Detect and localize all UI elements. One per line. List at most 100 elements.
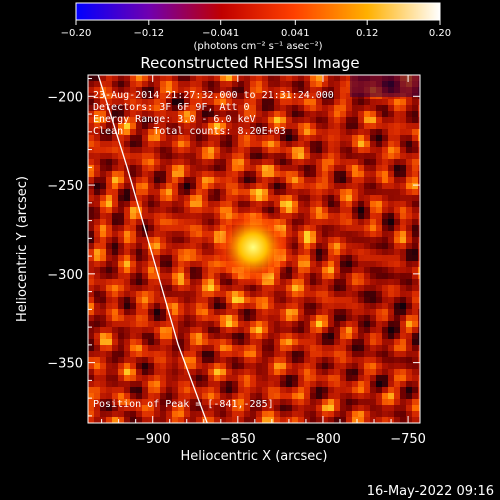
heatmap-cell — [136, 129, 143, 136]
heatmap-cell — [244, 363, 251, 370]
heatmap-cell — [364, 213, 371, 220]
heatmap-cell — [160, 357, 167, 364]
heatmap-cell — [352, 381, 359, 388]
heatmap-cell — [250, 183, 257, 190]
heatmap-cell — [202, 153, 209, 160]
heatmap-cell — [160, 75, 167, 82]
heatmap-cell — [112, 285, 119, 292]
heatmap-cell — [130, 81, 137, 88]
heatmap-cell — [262, 363, 269, 370]
heatmap-cell — [118, 351, 125, 358]
heatmap-cell — [196, 375, 203, 382]
heatmap-cell — [388, 177, 395, 184]
heatmap-cell — [226, 375, 233, 382]
heatmap-cell — [160, 321, 167, 328]
heatmap-cell — [244, 357, 251, 364]
heatmap-cell — [172, 243, 179, 250]
heatmap-cell — [400, 273, 407, 280]
heatmap-cell — [268, 87, 275, 94]
heatmap-cell — [142, 141, 149, 148]
heatmap-cell — [196, 387, 203, 394]
heatmap-cell — [238, 189, 245, 196]
heatmap-cell — [406, 165, 413, 172]
heatmap-cell — [304, 171, 311, 178]
heatmap-cell — [406, 141, 413, 148]
heatmap-cell — [394, 147, 401, 154]
heatmap-cell — [418, 189, 420, 196]
heatmap-cell — [364, 117, 371, 124]
heatmap-cell — [322, 75, 329, 82]
heatmap-cell — [292, 99, 299, 106]
heatmap-cell — [388, 333, 395, 340]
heatmap-cell — [148, 309, 155, 316]
heatmap-cell — [220, 357, 227, 364]
heatmap-cell — [130, 357, 137, 364]
heatmap-cell — [358, 387, 365, 394]
heatmap-cell — [226, 339, 233, 346]
heatmap-cell — [328, 207, 335, 214]
heatmap-cell — [268, 285, 275, 292]
heatmap-cell — [412, 147, 419, 154]
heatmap-cell — [166, 411, 173, 418]
heatmap-cell — [406, 123, 413, 130]
heatmap-cell — [388, 357, 395, 364]
heatmap-cell — [334, 279, 341, 286]
heatmap-cell — [208, 285, 215, 292]
heatmap-cell — [352, 231, 359, 238]
heatmap-cell — [142, 291, 149, 298]
heatmap-cell — [292, 273, 299, 280]
heatmap-cell — [196, 291, 203, 298]
heatmap-cell — [226, 309, 233, 316]
heatmap-cell — [370, 303, 377, 310]
heatmap-cell — [334, 405, 341, 412]
heatmap-cell — [394, 105, 401, 112]
heatmap-cell — [388, 219, 395, 226]
heatmap-cell — [160, 309, 167, 316]
heatmap-cell — [220, 303, 227, 310]
heatmap-cell — [256, 309, 263, 316]
heatmap-cell — [130, 135, 137, 142]
heatmap-cell — [334, 135, 341, 142]
heatmap-cell — [148, 351, 155, 358]
heatmap-cell — [328, 285, 335, 292]
heatmap-cell — [178, 363, 185, 370]
heatmap-cell — [124, 231, 131, 238]
heatmap-cell — [208, 321, 215, 328]
heatmap-cell — [316, 249, 323, 256]
heatmap-cell — [388, 321, 395, 328]
heatmap-cell — [394, 327, 401, 334]
heatmap-cell — [238, 321, 245, 328]
annotation-clean: Clean Total counts: 8.20E+03 — [93, 126, 286, 137]
heatmap-cell — [100, 201, 107, 208]
heatmap-cell — [250, 177, 257, 184]
heatmap-cell — [118, 135, 125, 142]
heatmap-cell — [148, 201, 155, 208]
heatmap-cell — [268, 141, 275, 148]
heatmap-cell — [262, 201, 269, 208]
heatmap-cell — [274, 291, 281, 298]
heatmap-cell — [160, 315, 167, 322]
heatmap-cell — [418, 231, 420, 238]
heatmap-cell — [304, 333, 311, 340]
heatmap-cell — [292, 153, 299, 160]
heatmap-cell — [352, 105, 359, 112]
heatmap-cell — [112, 297, 119, 304]
heatmap-cell — [388, 141, 395, 148]
heatmap-cell — [346, 249, 353, 256]
heatmap-cell — [172, 207, 179, 214]
heatmap-cell — [412, 159, 419, 166]
heatmap-cell — [148, 153, 155, 160]
heatmap-cell — [388, 339, 395, 346]
heatmap-cell — [340, 219, 347, 226]
heatmap-cell — [178, 147, 185, 154]
heatmap-cell — [244, 309, 251, 316]
heatmap-cell — [376, 345, 383, 352]
heatmap-cell — [388, 195, 395, 202]
heatmap-cell — [208, 249, 215, 256]
heatmap-cell — [412, 405, 419, 412]
heatmap-cell — [172, 363, 179, 370]
heatmap-cell — [172, 201, 179, 208]
heatmap-cell — [256, 393, 263, 400]
heatmap-cell — [214, 213, 221, 220]
heatmap-cell — [142, 129, 149, 136]
